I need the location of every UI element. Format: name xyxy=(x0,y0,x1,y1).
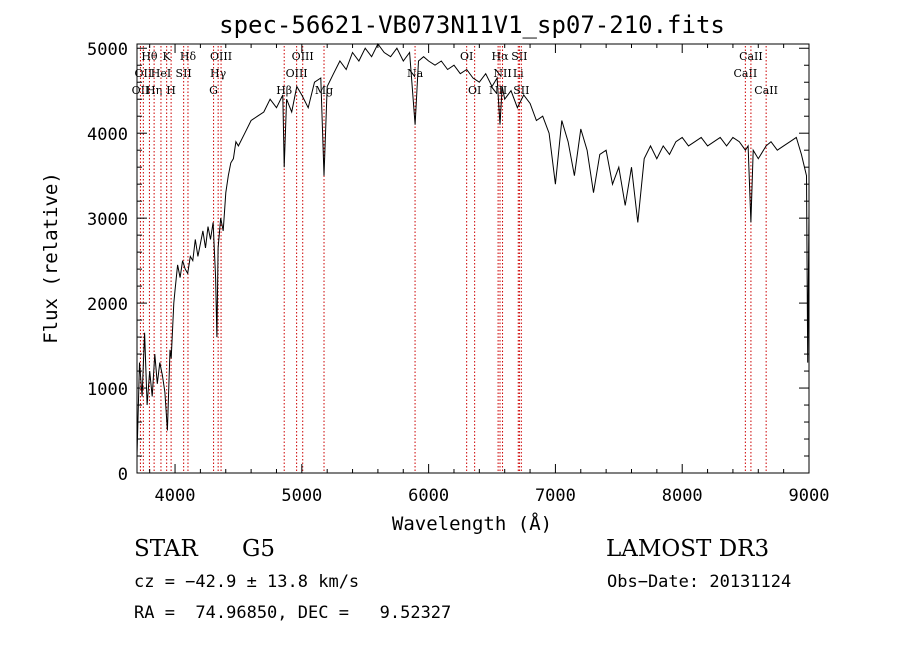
marker-label-22: Li xyxy=(513,67,524,80)
marker-label-24: SII xyxy=(513,84,529,97)
marker-label-21: NII xyxy=(493,67,511,80)
chart-title: spec-56621-VB073N11V1_sp07-210.fits xyxy=(219,11,725,39)
x-tick-label-0: 4000 xyxy=(155,486,196,506)
marker-label-17: OI xyxy=(460,50,473,63)
marker-label-9: G xyxy=(209,84,218,97)
marker-label-7: SII xyxy=(176,67,192,80)
marker-label-27: CaII xyxy=(754,84,778,97)
marker-label-11: OIII xyxy=(210,50,232,63)
marker-label-26: CaII xyxy=(739,50,763,63)
class-label: STAR xyxy=(134,536,198,562)
y-axis: 0 1000 2000 3000 4000 5000 xyxy=(87,40,809,485)
x-axis-label: Wavelength (Å) xyxy=(392,512,552,535)
marker-label-1: OII xyxy=(134,67,152,80)
y-tick-label-4: 4000 xyxy=(87,125,128,145)
marker-label-12: Hβ xyxy=(276,84,292,97)
marker-label-2: Hθ xyxy=(141,50,158,63)
y-tick-label-1: 1000 xyxy=(87,380,128,400)
x-axis: 4000 5000 6000 7000 8000 9000 xyxy=(149,44,830,506)
marker-label-15: Mg xyxy=(315,84,333,97)
marker-label-14: OIII xyxy=(292,50,314,63)
y-tick-label-0: 0 xyxy=(118,465,128,485)
line-markers: OIIOIIHθHηHeIKHSIIHδGHγOIIIHβOIIIOIIIMgN… xyxy=(132,46,778,473)
marker-label-5: K xyxy=(163,50,172,63)
y-tick-label-2: 2000 xyxy=(87,295,128,315)
subclass-label: G5 xyxy=(242,536,276,562)
x-tick-label-2: 6000 xyxy=(408,486,449,506)
marker-label-23: SII xyxy=(511,50,527,63)
marker-label-18: OI xyxy=(468,84,481,97)
survey-label: LAMOST DR3 xyxy=(606,536,770,562)
marker-label-20: Hα xyxy=(491,50,509,63)
x-tick-label-4: 8000 xyxy=(662,486,703,506)
plot-frame xyxy=(136,43,810,474)
x-tick-label-3: 7000 xyxy=(535,486,576,506)
spectrum-series-line xyxy=(136,43,810,457)
marker-label-16: Na xyxy=(407,67,424,80)
marker-label-10: Hγ xyxy=(210,67,227,80)
y-tick-label-5: 5000 xyxy=(87,40,128,60)
marker-label-3: Hη xyxy=(146,84,162,97)
marker-label-8: Hδ xyxy=(180,50,197,63)
marker-label-0: OII xyxy=(132,84,150,97)
x-tick-label-1: 5000 xyxy=(281,486,322,506)
marker-label-25: CaII xyxy=(734,67,758,80)
radec-text: RA = 74.96850, DEC = 9.52327 xyxy=(134,603,452,623)
marker-label-4: HeI xyxy=(151,67,171,80)
obs-date-text: Obs−Date: 20131124 xyxy=(607,572,792,592)
y-axis-label: Flux (relative) xyxy=(40,172,62,344)
marker-label-13: OIII xyxy=(286,67,308,80)
redshift-text: cz = −42.9 ± 13.8 km/s xyxy=(134,572,360,592)
marker-label-6: H xyxy=(166,84,176,97)
y-tick-label-3: 3000 xyxy=(87,210,128,230)
x-tick-label-5: 9000 xyxy=(789,486,830,506)
